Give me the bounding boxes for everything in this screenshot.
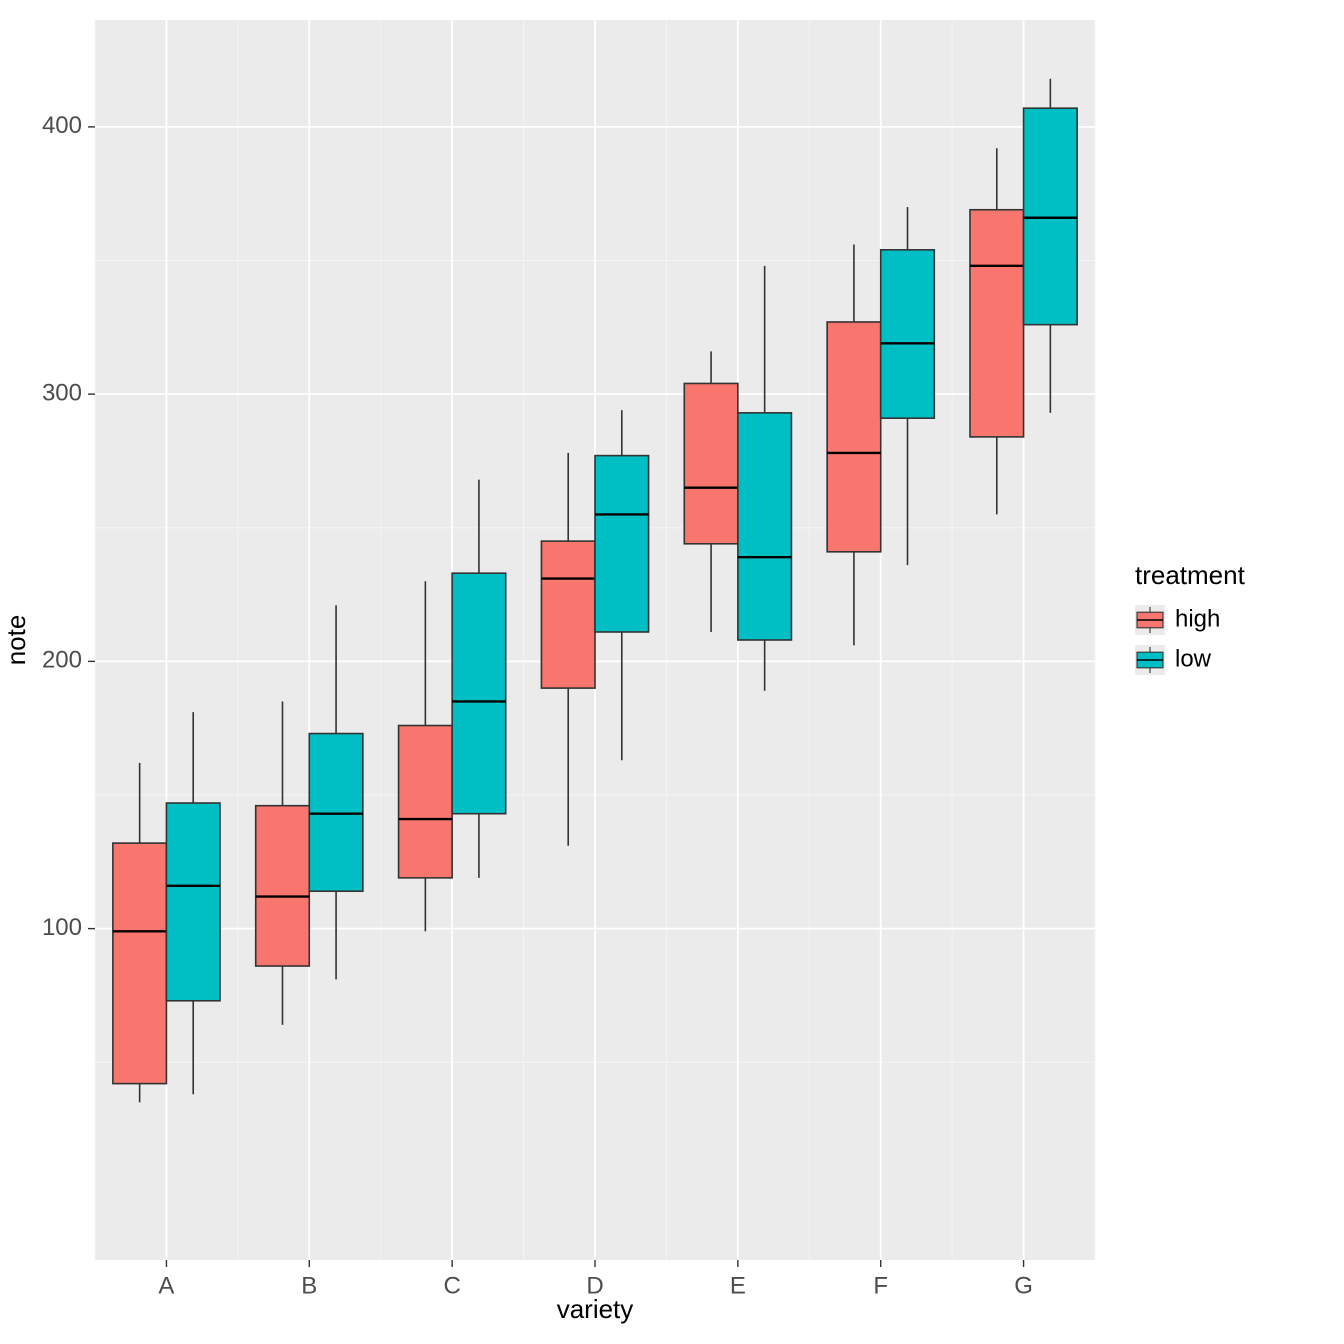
- x-tick-label: A: [158, 1272, 174, 1299]
- y-tick-label: 300: [42, 379, 82, 406]
- x-tick-label: E: [730, 1272, 746, 1299]
- y-axis-label: note: [1, 615, 31, 666]
- legend-label: low: [1175, 645, 1212, 672]
- legend-title: treatment: [1135, 560, 1246, 590]
- y-tick-label: 400: [42, 112, 82, 139]
- y-tick-label: 200: [42, 647, 82, 674]
- y-tick-label: 100: [42, 914, 82, 941]
- x-tick-label: B: [301, 1272, 317, 1299]
- x-tick-label: G: [1014, 1272, 1033, 1299]
- chart-svg: 100200300400ABCDEFGnotevarietytreatmenth…: [0, 0, 1344, 1344]
- legend-item-high: high: [1135, 605, 1220, 635]
- x-tick-label: C: [443, 1272, 460, 1299]
- x-tick-label: F: [873, 1272, 888, 1299]
- boxplot-chart: 100200300400ABCDEFGnotevarietytreatmenth…: [0, 0, 1344, 1344]
- x-axis-label: variety: [557, 1294, 634, 1324]
- legend-label: high: [1175, 605, 1220, 632]
